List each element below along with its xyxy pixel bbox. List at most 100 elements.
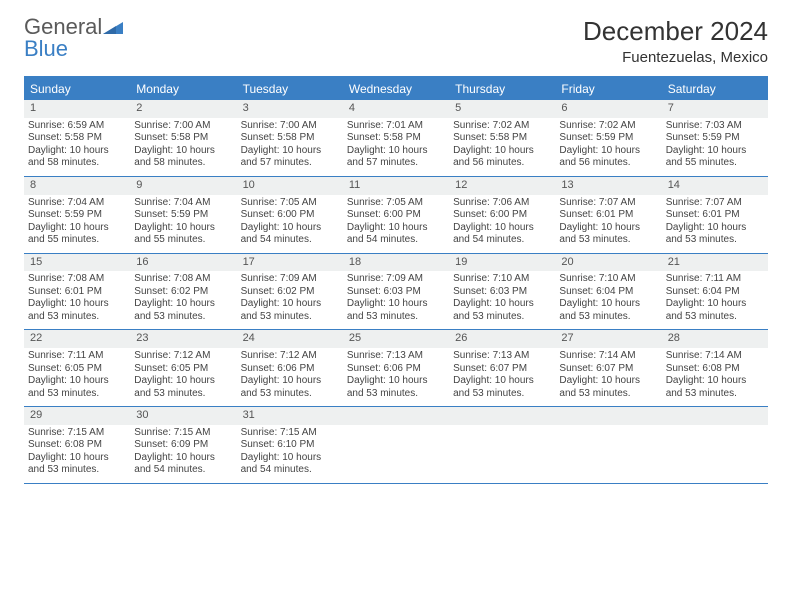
day-number: 16 <box>130 254 236 272</box>
logo: GeneralBlue <box>24 16 123 60</box>
day-cell: 13 Sunrise: 7:07 AMSunset: 6:01 PMDayligh… <box>555 177 661 253</box>
sunset-text: Sunset: 5:58 PM <box>347 132 445 145</box>
day-number: 13 <box>555 177 661 195</box>
day-number: 6 <box>555 100 661 118</box>
day-body: Sunrise: 7:08 AMSunset: 6:01 PMDaylight:… <box>24 271 130 329</box>
week-row: 8Sunrise: 7:04 AMSunset: 5:59 PMDaylight… <box>24 177 768 254</box>
sunrise-text: Sunrise: 7:10 AM <box>453 273 551 286</box>
daylight-text: Daylight: 10 hours and 56 minutes. <box>559 145 657 170</box>
week-row: 1 Sunrise: 6:59 AM Sunset: 5:58 PM Daylight… <box>24 100 768 177</box>
sunrise-text: Sunrise: 7:15 AM <box>134 427 232 440</box>
day-number <box>555 407 661 425</box>
sunrise-text: Sunrise: 7:14 AM <box>666 350 764 363</box>
day-body: Sunrise: 7:14 AMSunset: 6:08 PMDaylight:… <box>662 348 768 406</box>
sunrise-text: Sunrise: 7:00 AM <box>241 120 339 133</box>
sunset-text: Sunset: 6:01 PM <box>559 209 657 222</box>
day-body: Sunrise: 7:14 AMSunset: 6:07 PMDaylight:… <box>555 348 661 406</box>
daylight-text: Daylight: 10 hours and 53 minutes. <box>347 375 445 400</box>
daylight-text: Daylight: 10 hours and 54 minutes. <box>347 222 445 247</box>
sunset-text: Sunset: 6:01 PM <box>28 286 126 299</box>
day-cell <box>343 407 449 483</box>
day-cell: 23Sunrise: 7:12 AMSunset: 6:05 PMDayligh… <box>130 330 236 406</box>
sunrise-text: Sunrise: 7:00 AM <box>134 120 232 133</box>
sunrise-text: Sunrise: 7:07 AM <box>666 197 764 210</box>
day-body: Sunrise: 7:12 AMSunset: 6:05 PMDaylight:… <box>130 348 236 406</box>
daylight-text: Daylight: 10 hours and 54 minutes. <box>134 452 232 477</box>
title-block: December 2024 Fuentezuelas, Mexico <box>583 16 768 66</box>
day-body: Sunrise: 7:09 AMSunset: 6:02 PMDaylight:… <box>237 271 343 329</box>
sunrise-text: Sunrise: 7:12 AM <box>134 350 232 363</box>
day-number: 18 <box>343 254 449 272</box>
day-body: Sunrise: 7:15 AMSunset: 6:09 PMDaylight:… <box>130 425 236 483</box>
day-body: Sunrise: 7:07 AMSunset: 6:01 PMDaylight:… <box>662 195 768 253</box>
day-body: Sunrise: 7:02 AMSunset: 5:59 PMDaylight:… <box>555 118 661 176</box>
day-body: Sunrise: 7:10 AMSunset: 6:04 PMDaylight:… <box>555 271 661 329</box>
day-number: 8 <box>24 177 130 195</box>
day-number: 3 <box>237 100 343 118</box>
day-body <box>449 425 555 433</box>
sunset-text: Sunset: 6:07 PM <box>559 363 657 376</box>
day-number: 20 <box>555 254 661 272</box>
day-body: Sunrise: 7:12 AMSunset: 6:06 PMDaylight:… <box>237 348 343 406</box>
day-number: 4 <box>343 100 449 118</box>
sunset-text: Sunset: 6:04 PM <box>559 286 657 299</box>
day-number: 10 <box>237 177 343 195</box>
daylight-text: Daylight: 10 hours and 53 minutes. <box>559 222 657 247</box>
day-number: 19 <box>449 254 555 272</box>
sunrise-text: Sunrise: 7:07 AM <box>559 197 657 210</box>
day-body: Sunrise: 7:05 AMSunset: 6:00 PMDaylight:… <box>237 195 343 253</box>
daylight-text: Daylight: 10 hours and 53 minutes. <box>453 375 551 400</box>
day-cell: 11Sunrise: 7:05 AMSunset: 6:00 PMDayligh… <box>343 177 449 253</box>
day-body: Sunrise: 7:04 AMSunset: 5:59 PMDaylight:… <box>24 195 130 253</box>
day-body: Sunrise: 7:00 AMSunset: 5:58 PMDaylight:… <box>130 118 236 176</box>
day-body: Sunrise: 7:06 AMSunset: 6:00 PMDaylight:… <box>449 195 555 253</box>
daylight-text: Daylight: 10 hours and 53 minutes. <box>134 375 232 400</box>
day-cell <box>555 407 661 483</box>
day-cell: 22Sunrise: 7:11 AMSunset: 6:05 PMDayligh… <box>24 330 130 406</box>
sunset-text: Sunset: 6:03 PM <box>347 286 445 299</box>
daylight-text: Daylight: 10 hours and 58 minutes. <box>28 145 126 170</box>
day-number: 22 <box>24 330 130 348</box>
sunrise-text: Sunrise: 7:03 AM <box>666 120 764 133</box>
day-cell: 8Sunrise: 7:04 AMSunset: 5:59 PMDaylight… <box>24 177 130 253</box>
sunrise-text: Sunrise: 6:59 AM <box>28 120 126 133</box>
daylight-text: Daylight: 10 hours and 53 minutes. <box>134 298 232 323</box>
sunset-text: Sunset: 6:10 PM <box>241 439 339 452</box>
day-number: 5 <box>449 100 555 118</box>
day-number: 1 <box>24 100 130 118</box>
day-cell: 16Sunrise: 7:08 AMSunset: 6:02 PMDayligh… <box>130 254 236 330</box>
day-body: Sunrise: 7:03 AMSunset: 5:59 PMDaylight:… <box>662 118 768 176</box>
sunset-text: Sunset: 6:02 PM <box>134 286 232 299</box>
day-cell: 7Sunrise: 7:03 AMSunset: 5:59 PMDaylight… <box>662 100 768 176</box>
day-number: 30 <box>130 407 236 425</box>
day-body <box>343 425 449 433</box>
daylight-text: Daylight: 10 hours and 53 minutes. <box>28 452 126 477</box>
sunrise-text: Sunrise: 7:12 AM <box>241 350 339 363</box>
day-number: 23 <box>130 330 236 348</box>
sunset-text: Sunset: 6:05 PM <box>28 363 126 376</box>
day-number: 15 <box>24 254 130 272</box>
sunrise-text: Sunrise: 7:08 AM <box>28 273 126 286</box>
day-number: 26 <box>449 330 555 348</box>
sunrise-text: Sunrise: 7:09 AM <box>347 273 445 286</box>
sunset-text: Sunset: 5:59 PM <box>666 132 764 145</box>
day-number <box>343 407 449 425</box>
day-header: Thursday <box>449 78 555 100</box>
day-number: 25 <box>343 330 449 348</box>
location: Fuentezuelas, Mexico <box>583 49 768 66</box>
day-header: Saturday <box>662 78 768 100</box>
day-cell: 21Sunrise: 7:11 AMSunset: 6:04 PMDayligh… <box>662 254 768 330</box>
day-body: Sunrise: 7:10 AMSunset: 6:03 PMDaylight:… <box>449 271 555 329</box>
day-header-row: SundayMondayTuesdayWednesdayThursdayFrid… <box>24 78 768 100</box>
sunset-text: Sunset: 5:58 PM <box>241 132 339 145</box>
day-cell: 26Sunrise: 7:13 AMSunset: 6:07 PMDayligh… <box>449 330 555 406</box>
sunset-text: Sunset: 5:59 PM <box>28 209 126 222</box>
sunset-text: Sunset: 5:58 PM <box>453 132 551 145</box>
day-cell <box>662 407 768 483</box>
day-cell: 24Sunrise: 7:12 AMSunset: 6:06 PMDayligh… <box>237 330 343 406</box>
logo-triangle-icon <box>103 16 123 30</box>
sunrise-text: Sunrise: 7:02 AM <box>559 120 657 133</box>
sunrise-text: Sunrise: 7:02 AM <box>453 120 551 133</box>
sunrise-text: Sunrise: 7:09 AM <box>241 273 339 286</box>
daylight-text: Daylight: 10 hours and 53 minutes. <box>241 298 339 323</box>
